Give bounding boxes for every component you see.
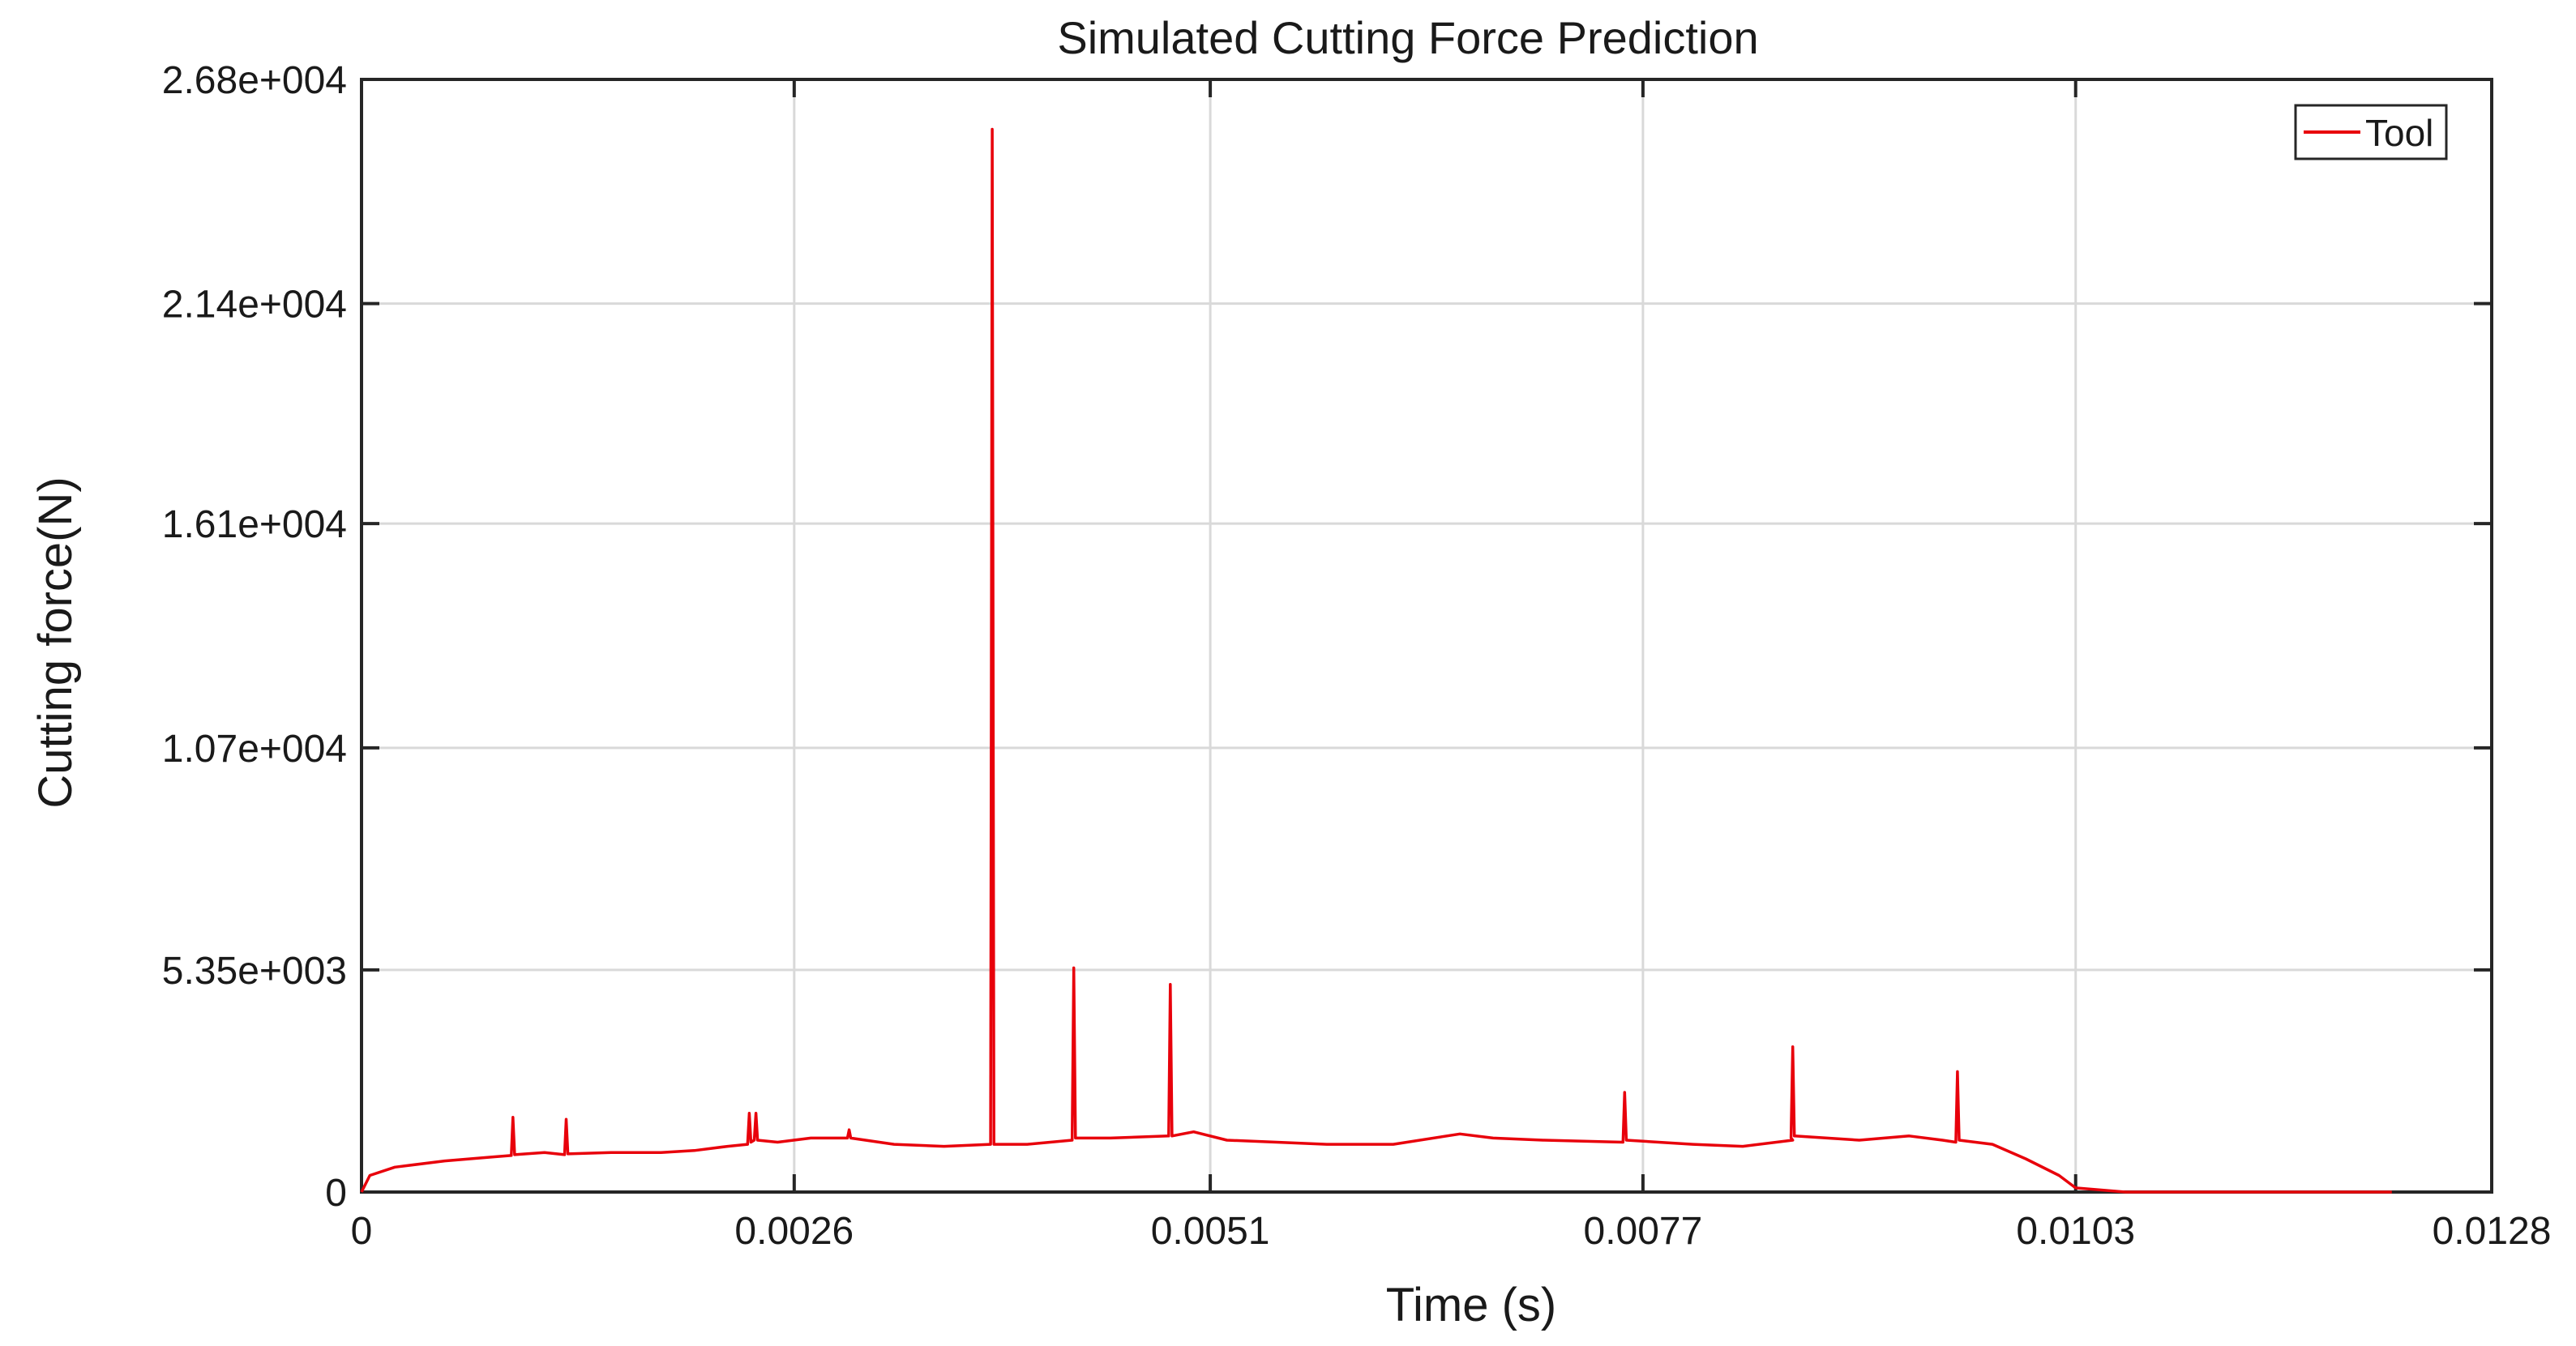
y-tick-label: 1.61e+004: [162, 503, 347, 546]
x-axis-label: Time (s): [1386, 1279, 1556, 1331]
x-tick-label: 0.0026: [734, 1210, 854, 1253]
y-tick-label: 5.35e+003: [162, 950, 347, 993]
plot-frame: [360, 78, 2493, 1194]
x-tick-label: 0.0103: [2016, 1210, 2135, 1253]
y-axis-label: Cutting force(N): [29, 476, 82, 808]
y-tick-label: 2.68e+004: [162, 59, 347, 102]
series-layer: [360, 127, 2392, 1194]
x-tick-label: 0.0077: [1584, 1210, 1703, 1253]
y-tick-label: 2.14e+004: [162, 284, 347, 327]
chart-title: Simulated Cutting Force Prediction: [1057, 12, 1758, 63]
y-tick-label: 1.07e+004: [162, 728, 347, 771]
y-tick-label: 0: [325, 1172, 347, 1215]
axis-ticks: 0 0.0026 0.0051 0.0077 0.0103 0.0128 0 5.35e+00…: [162, 59, 2552, 1253]
x-tick-label: 0.0051: [1151, 1210, 1270, 1253]
series-line-tool: [360, 127, 2392, 1194]
x-tick-label: 0: [351, 1210, 373, 1253]
legend: Tool: [2294, 104, 2448, 160]
x-tick-label: 0.0128: [2433, 1210, 2552, 1253]
legend-label-tool: Tool: [2365, 112, 2433, 154]
grid-lines: [362, 79, 2492, 1192]
